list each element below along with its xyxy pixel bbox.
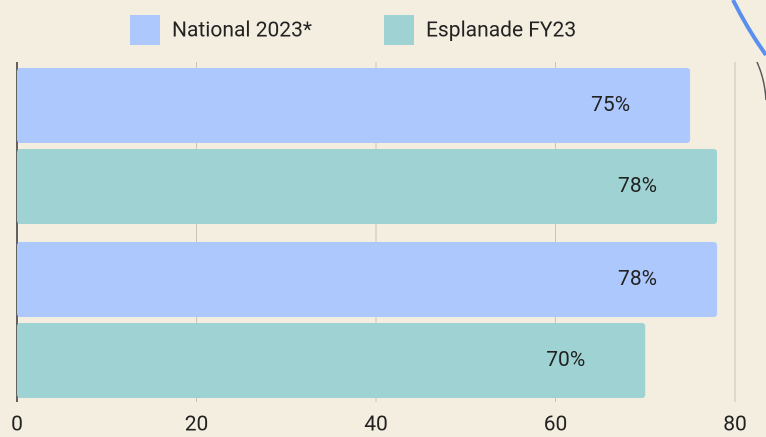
x-tick-label: 60 (544, 413, 568, 437)
bar (17, 68, 691, 143)
legend-label: Esplanade FY23 (426, 19, 576, 43)
legend-swatch (384, 15, 414, 45)
x-tick-label: 40 (364, 413, 388, 437)
bar (17, 149, 718, 224)
legend-label: National 2023* (172, 19, 312, 43)
decor-arc (731, 0, 766, 57)
x-tick-label: 0 (11, 413, 23, 437)
data-label: 70% (546, 348, 585, 372)
data-label: 78% (618, 174, 657, 198)
data-label: 78% (618, 267, 657, 291)
legend-swatch (130, 15, 160, 45)
data-label: 75% (591, 93, 630, 117)
x-tick-label: 80 (723, 413, 747, 437)
bar (17, 242, 718, 317)
bar (17, 323, 646, 398)
x-tick-label: 20 (185, 413, 209, 437)
